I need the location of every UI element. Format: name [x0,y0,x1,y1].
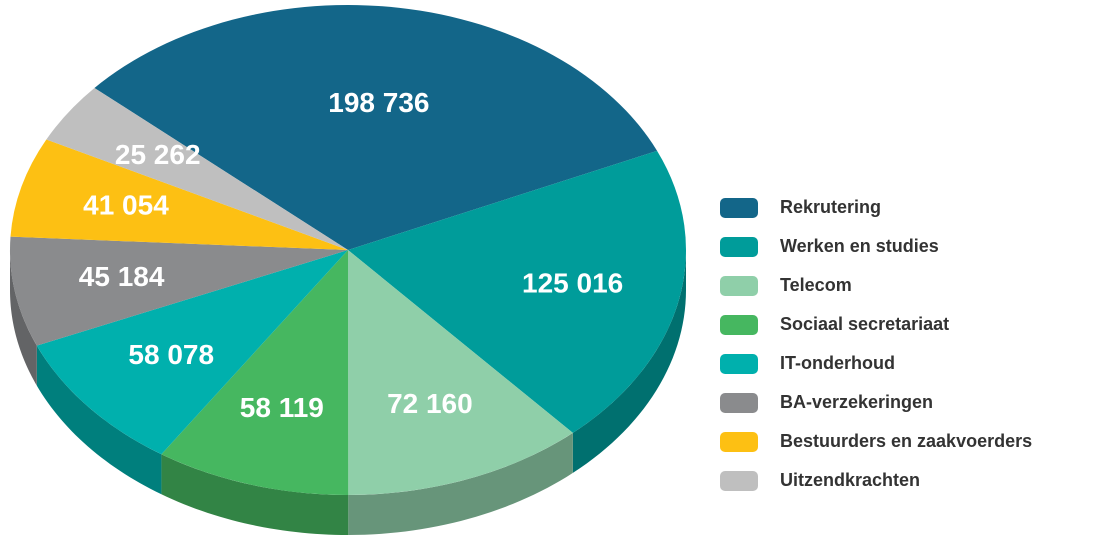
legend-swatch [720,354,758,374]
legend-label: Uitzendkrachten [780,470,920,490]
value-label: 25 262 [115,139,201,170]
legend-label: BA-verzekeringen [780,392,933,412]
value-label: 198 736 [328,87,429,118]
slice [46,87,348,250]
legend-label: Sociaal secretariaat [780,314,949,334]
slice [348,150,687,433]
value-label: 45 184 [79,261,165,292]
legend-label: Bestuurders en zaakvoerders [780,431,1032,451]
value-label: 125 016 [522,268,623,299]
slice [161,250,349,495]
value-label: 41 054 [83,189,169,220]
legend-swatch [720,471,758,491]
slice [10,236,349,346]
legend-label: IT-onderhoud [780,353,895,373]
legend-swatch [720,237,758,257]
slice-side [348,432,573,535]
slice [94,4,658,251]
legend-swatch [720,198,758,218]
slice [36,250,348,455]
value-label: 58 078 [128,339,214,370]
slice-side [161,454,349,535]
legend-swatch [720,393,758,413]
legend-label: Werken en studies [780,236,939,256]
slice-side [572,250,686,473]
legend-swatch [720,432,758,452]
slice-side [36,345,162,495]
value-label: 58 119 [240,392,324,423]
legend-label: Rekrutering [780,197,881,217]
slice [348,250,573,495]
value-label: 72 160 [387,388,473,419]
legend-swatch [720,276,758,296]
legend-swatch [720,315,758,335]
slice-side [10,250,37,386]
slice [10,139,349,250]
legend-label: Telecom [780,275,852,295]
